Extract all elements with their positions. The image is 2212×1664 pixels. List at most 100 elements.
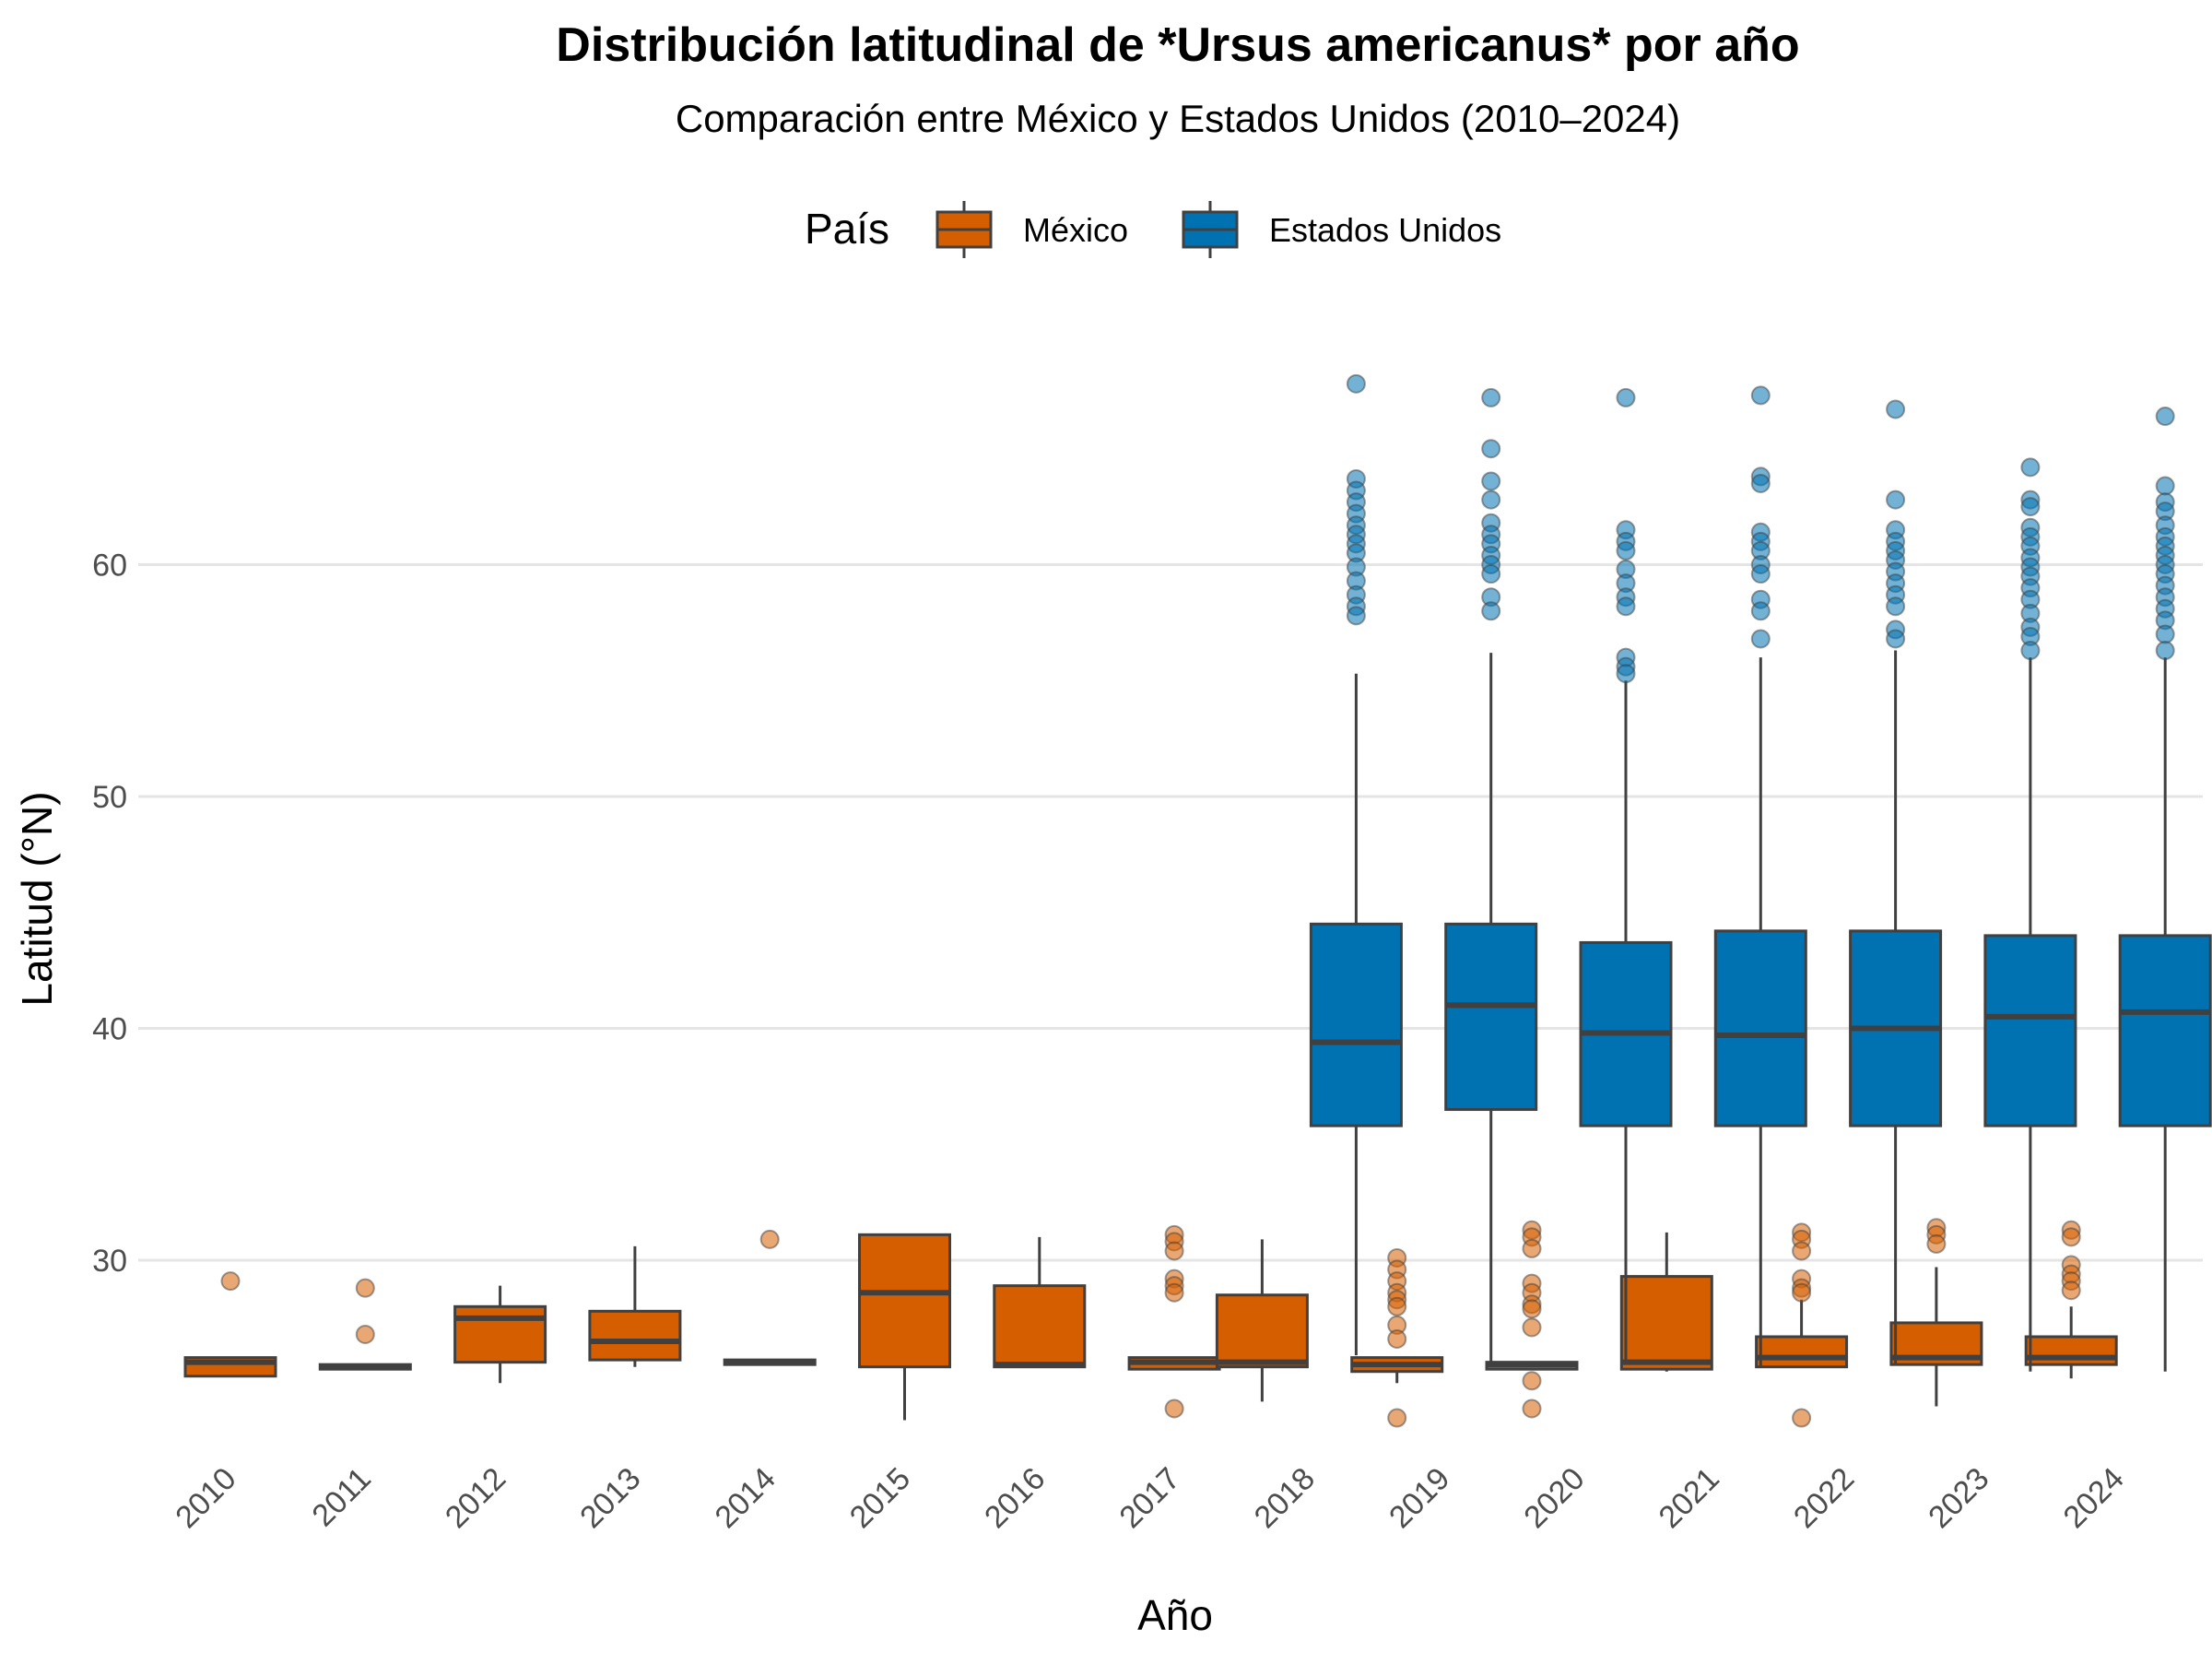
x-tick-label: 2014 — [709, 1461, 782, 1535]
box-mexico-2019 — [1350, 1247, 1444, 1428]
outlier-point — [1387, 1329, 1407, 1350]
outlier-point — [1750, 385, 1771, 406]
x-tick-label: 2024 — [2057, 1461, 2131, 1535]
box-mexico-2024 — [2024, 1220, 2118, 1379]
x-axis: 2010 2011 2012 2013 2014 2015 2016 2017 2018 2019… — [169, 1461, 2131, 1535]
x-tick-label: 2018 — [1248, 1461, 1322, 1535]
outlier-point — [1616, 596, 1636, 617]
legend-key-usa: Estados Unidos — [1182, 201, 1501, 258]
box-mexico-2017 — [1127, 1224, 1221, 1419]
box-mexico-2018 — [1215, 1239, 1309, 1402]
box-mexico-2015 — [858, 1233, 951, 1421]
outlier-point — [1481, 601, 1501, 621]
outlier-point — [1750, 629, 1771, 649]
box — [993, 1284, 1087, 1369]
outlier-point — [1886, 490, 1906, 510]
box-usa-2023 — [1983, 457, 2077, 1372]
outlier-point — [2061, 1227, 2081, 1247]
outlier-point — [1481, 471, 1501, 491]
box-usa-2024 — [2118, 407, 2212, 1372]
y-tick-label: 40 — [92, 1012, 127, 1047]
box-mexico-2023 — [1889, 1218, 1983, 1407]
x-tick-label: 2015 — [843, 1461, 917, 1535]
outlier-point — [1481, 387, 1501, 407]
box-mexico-2016 — [993, 1236, 1087, 1369]
y-tick-label: 60 — [92, 549, 127, 584]
outlier-point — [1886, 399, 1906, 419]
box — [858, 1233, 951, 1369]
box — [2118, 934, 2212, 1127]
outlier-point — [1522, 1317, 1542, 1338]
outlier-point — [1522, 1299, 1542, 1319]
outlier-point — [1164, 1282, 1184, 1303]
x-tick-label: 2010 — [169, 1461, 242, 1535]
x-tick-label: 2013 — [573, 1461, 647, 1535]
outlier-point — [1616, 664, 1636, 684]
box-usa-2018 — [1309, 373, 1403, 1356]
box-usa-2021 — [1713, 385, 1807, 1367]
plot-area — [183, 373, 2212, 1428]
box-mexico-2013 — [588, 1245, 682, 1367]
outlier-point — [1164, 1398, 1184, 1419]
box — [1983, 934, 2077, 1127]
outlier-point — [1886, 629, 1906, 649]
x-tick-label: 2012 — [439, 1461, 512, 1535]
box-mexico-2010 — [183, 1271, 277, 1378]
outlier-point — [1616, 387, 1636, 407]
box-mexico-2011 — [318, 1278, 412, 1371]
outlier-point — [1346, 373, 1366, 394]
box-usa-2019 — [1444, 387, 1538, 1365]
box — [1444, 922, 1538, 1112]
outlier-point — [1616, 540, 1636, 561]
box-mexico-2021 — [1619, 1232, 1713, 1372]
outlier-point — [1346, 606, 1366, 626]
x-tick-label: 2017 — [1112, 1461, 1186, 1535]
box-usa-2020 — [1579, 387, 1673, 1365]
outlier-point — [759, 1229, 780, 1249]
outlier-point — [2020, 641, 2041, 661]
legend: País México Estados Unidos — [805, 201, 1501, 258]
legend-key-mexico: México — [935, 201, 1128, 258]
outlier-point — [2155, 407, 2175, 427]
legend-title: País — [805, 205, 889, 253]
box-mexico-2014 — [723, 1229, 817, 1366]
outlier-point — [1750, 564, 1771, 584]
box — [1713, 929, 1807, 1127]
outlier-point — [2155, 476, 2175, 496]
outlier-point — [1387, 1296, 1407, 1316]
box — [1215, 1293, 1309, 1369]
box-mexico-2012 — [453, 1285, 547, 1384]
y-tick-label: 30 — [92, 1244, 127, 1279]
box — [1309, 922, 1403, 1127]
x-axis-label: Año — [1137, 1591, 1213, 1639]
box — [2024, 1335, 2118, 1366]
box-mexico-2020 — [1485, 1220, 1579, 1419]
box — [453, 1304, 547, 1364]
x-tick-label: 2016 — [978, 1461, 1052, 1535]
outlier-point — [2155, 641, 2175, 661]
outlier-point — [2155, 624, 2175, 644]
box — [588, 1309, 682, 1362]
outlier-point — [1481, 564, 1501, 584]
outlier-point — [2061, 1280, 2081, 1301]
box — [1619, 1275, 1713, 1371]
outlier-point — [1792, 1282, 1812, 1303]
outlier-point — [2020, 497, 2041, 517]
y-axis: 30 40 50 60 — [92, 549, 127, 1280]
x-tick-label: 2023 — [1922, 1461, 1995, 1535]
y-axis-label: Latitud (°N) — [13, 791, 61, 1006]
outlier-point — [1522, 1238, 1542, 1258]
outlier-point — [1387, 1408, 1407, 1428]
outlier-point — [1481, 490, 1501, 510]
outlier-point — [1886, 596, 1906, 617]
outlier-point — [1926, 1233, 1947, 1254]
gridlines — [138, 563, 2203, 1262]
x-tick-label: 2011 — [305, 1461, 378, 1534]
outlier-point — [1164, 1241, 1184, 1261]
x-tick-label: 2020 — [1517, 1461, 1591, 1535]
chart-subtitle: Comparación entre México y Estados Unido… — [676, 97, 1680, 140]
box — [1755, 1335, 1849, 1369]
outlier-point — [1481, 439, 1501, 459]
outlier-point — [2020, 457, 2041, 478]
